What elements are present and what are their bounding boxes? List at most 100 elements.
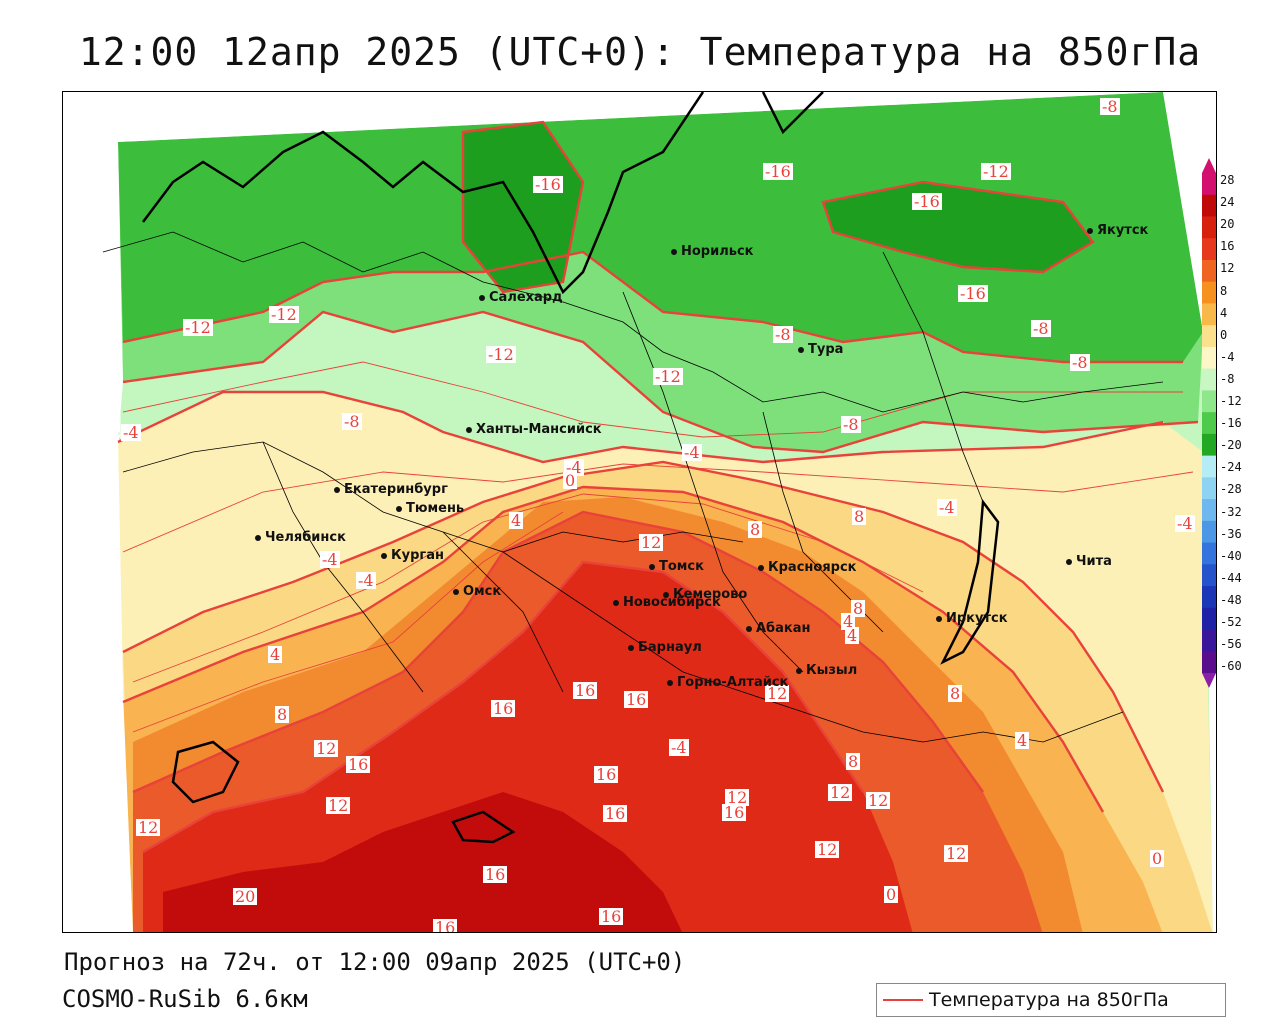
- color-scale-band: [1202, 455, 1216, 478]
- city-marker: Екатеринбург: [334, 482, 448, 497]
- contour-label: 12: [314, 739, 339, 758]
- model-name: COSMO-RuSib 6.6км: [62, 985, 308, 1013]
- color-scale-band: [1202, 607, 1216, 631]
- color-scale-band: [1202, 433, 1216, 457]
- city-marker: Челябинск: [255, 530, 346, 545]
- color-scale-tick: -60: [1220, 659, 1242, 674]
- color-scale-tick: -8: [1220, 371, 1235, 386]
- city-marker: Новосибирск: [613, 595, 721, 610]
- legend: Температура на 850гПа: [876, 983, 1226, 1017]
- city-dot-icon: [479, 294, 485, 301]
- contour-label: 8: [851, 599, 866, 618]
- contour-label: 16: [599, 907, 624, 926]
- city-name: Салехард: [489, 290, 563, 305]
- color-scale-tick: 12: [1220, 261, 1235, 276]
- city-marker: Салехард: [479, 290, 563, 305]
- color-scale-tick: -52: [1220, 615, 1242, 629]
- contour-label: -16: [912, 192, 942, 211]
- city-marker: Кемерово: [663, 587, 747, 602]
- city-name: Кызыл: [806, 663, 858, 678]
- forecast-info: Прогноз на 72ч. от 12:00 09апр 2025 (UTC…: [64, 948, 686, 976]
- scale-top-arrow-icon: [1202, 158, 1216, 173]
- contour-label: -4: [320, 550, 340, 569]
- city-dot-icon: [758, 564, 764, 571]
- contour-label: -4: [121, 423, 141, 442]
- contour-label: -12: [653, 367, 683, 386]
- contour-label: -12: [486, 345, 516, 364]
- color-scale-tick: 20: [1220, 217, 1235, 232]
- contour-label: 12: [326, 796, 351, 815]
- contour-label: -8: [773, 325, 793, 344]
- scale-bottom-arrow-icon: [1202, 673, 1216, 688]
- city-marker: Омск: [453, 584, 501, 599]
- color-scale-tick: -32: [1220, 504, 1242, 519]
- contour-label: -8: [1100, 97, 1120, 116]
- city-marker: Абакан: [746, 621, 811, 636]
- city-marker: Тюмень: [396, 501, 464, 516]
- contour-label: 20: [233, 887, 258, 906]
- city-name: Норильск: [681, 244, 754, 259]
- city-marker: Тура: [798, 342, 843, 357]
- contour-label: -8: [841, 415, 861, 434]
- contour-label: 8: [748, 520, 763, 539]
- contour-label: -8: [1070, 353, 1090, 372]
- city-marker: Иркутск: [936, 611, 1008, 626]
- color-scale-tick: -20: [1220, 438, 1242, 453]
- city-marker: Барнаул: [628, 640, 702, 655]
- contour-label: 12: [866, 791, 891, 810]
- contour-label: 12: [725, 788, 750, 807]
- color-scale-band: [1202, 651, 1216, 674]
- color-scale-tick: -12: [1220, 394, 1242, 408]
- color-scale-tick: -4: [1220, 349, 1235, 364]
- color-scale-band: [1202, 346, 1216, 370]
- temperature-bands: [118, 92, 1213, 932]
- color-scale-band: [1202, 499, 1216, 522]
- contour-label: 12: [136, 818, 161, 837]
- color-scale-tick: 8: [1220, 283, 1228, 298]
- city-dot-icon: [936, 615, 942, 622]
- legend-label: Температура на 850гПа: [929, 989, 1169, 1011]
- color-scale-tick: -56: [1220, 637, 1242, 652]
- city-dot-icon: [649, 563, 655, 570]
- color-scale-tick: 24: [1220, 195, 1235, 210]
- color-scale-tick: 16: [1220, 239, 1235, 254]
- city-name: Барнаул: [638, 640, 702, 655]
- city-marker: Курган: [381, 548, 444, 563]
- city-marker: Горно-Алтайск: [667, 675, 788, 690]
- city-name: Кемерово: [673, 587, 748, 602]
- city-marker: Чита: [1066, 554, 1112, 569]
- city-dot-icon: [613, 599, 619, 606]
- contour-label: 0: [884, 885, 899, 904]
- city-dot-icon: [663, 591, 669, 598]
- color-scale-band: [1202, 303, 1216, 326]
- contour-label: -12: [269, 305, 299, 324]
- color-scale-band: [1202, 564, 1216, 587]
- contour-label: -16: [763, 162, 793, 181]
- city-dot-icon: [798, 346, 804, 353]
- contour-label: 16: [603, 804, 628, 823]
- contour-label: 16: [433, 919, 458, 932]
- contour-label: -12: [981, 162, 1011, 181]
- color-scale-band: [1202, 586, 1216, 609]
- city-name: Чита: [1076, 554, 1112, 569]
- chart-title: 12:00 12апр 2025 (UTC+0): Температура на…: [78, 30, 1202, 74]
- city-name: Якутск: [1097, 223, 1149, 238]
- contour-label: -4: [937, 498, 957, 517]
- color-scale-band: [1202, 216, 1216, 239]
- city-dot-icon: [671, 248, 677, 255]
- color-scale-band: [1202, 238, 1216, 261]
- color-scale-band: [1202, 629, 1216, 652]
- contour-label: 4: [509, 511, 524, 530]
- contour-label: 16: [624, 690, 649, 709]
- contour-label: -8: [1031, 319, 1051, 338]
- contour-label: 8: [846, 752, 861, 771]
- contour-label: 8: [852, 507, 867, 526]
- contour-label: -16: [533, 175, 563, 194]
- city-marker: Красноярск: [758, 560, 857, 575]
- city-name: Иркутск: [946, 611, 1008, 626]
- contour-label: 4: [1015, 731, 1030, 750]
- temperature-map: -8 -16 -16 -12 -16 -16 -12 -12 -8 -8 -12 -12 -8 -8 -8 -…: [62, 91, 1217, 933]
- contour-label: 16: [594, 765, 619, 784]
- city-marker: Кызыл: [796, 663, 857, 678]
- color-scale-band: [1202, 194, 1216, 217]
